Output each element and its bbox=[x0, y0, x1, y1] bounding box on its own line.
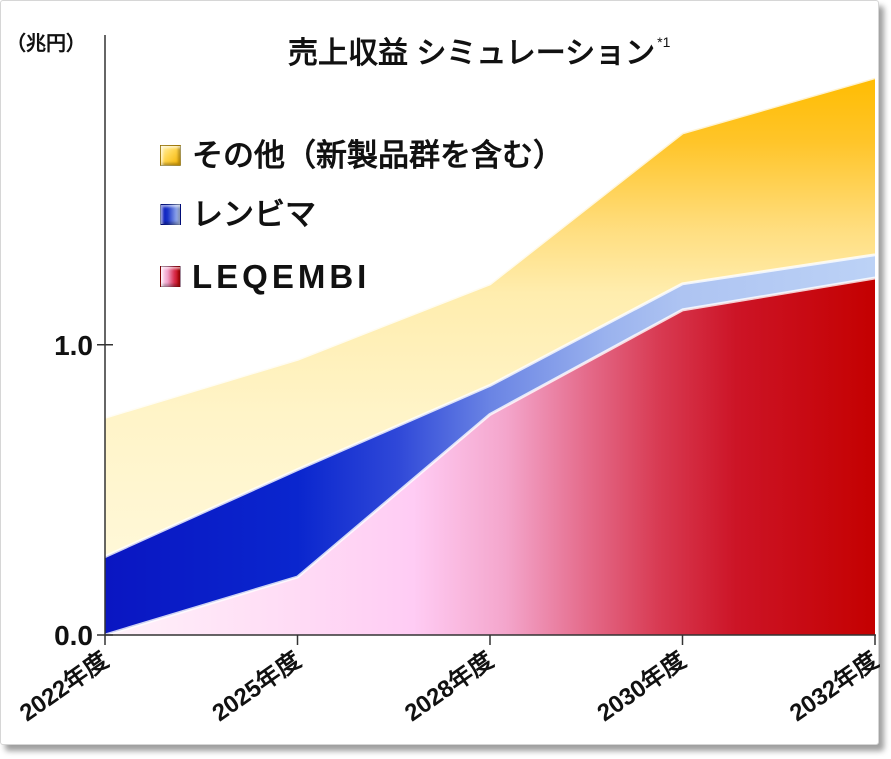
area-lenvima bbox=[105, 254, 875, 636]
legend-item-leqembi: LEQEMBI bbox=[160, 259, 370, 293]
legend-label-leqembi: LEQEMBI bbox=[192, 257, 371, 295]
area-layer bbox=[105, 77, 875, 636]
chart-title-text: 売上収益 シミュレーション bbox=[288, 37, 656, 70]
series-line-other-incl-new-products bbox=[104, 76, 876, 419]
area-leqembi bbox=[105, 278, 875, 635]
legend-label-lenvima: レンビマ bbox=[192, 196, 316, 232]
legend-label-other: その他（新製品群を含む） bbox=[192, 137, 564, 173]
x-tick-label: 2032年度 bbox=[784, 645, 884, 727]
x-tick-label: 2028年度 bbox=[399, 645, 499, 727]
y-axis-unit-label: （兆円） bbox=[6, 33, 86, 55]
chart-title: 売上収益 シミュレーション *1 bbox=[288, 34, 671, 72]
x-axis-ticks: 2022年度 2025年度 2028年度 2030年度 2032年度 bbox=[14, 635, 884, 727]
series-line-leqembi bbox=[104, 276, 876, 637]
series-line-lenvima bbox=[104, 253, 876, 558]
y-axis-ticks: 0.0 1.0 bbox=[54, 330, 113, 651]
series-lines bbox=[104, 76, 876, 637]
legend-item-lenvima: レンビマ bbox=[160, 197, 316, 231]
x-tick-label: 2030年度 bbox=[592, 645, 692, 727]
x-tick-label: 2025年度 bbox=[207, 645, 307, 727]
x-tick-label: 2022年度 bbox=[14, 645, 114, 727]
legend-swatch-lenvima bbox=[160, 203, 181, 225]
legend-item-other: その他（新製品群を含む） bbox=[160, 138, 564, 172]
chart-title-footnote-mark: *1 bbox=[657, 34, 671, 50]
y-tick-label: 0.0 bbox=[54, 620, 93, 651]
area-other-incl-new-products bbox=[105, 77, 875, 557]
legend-swatch-other bbox=[160, 144, 181, 166]
legend-swatch-leqembi bbox=[160, 265, 181, 287]
y-tick-label: 1.0 bbox=[54, 330, 93, 361]
